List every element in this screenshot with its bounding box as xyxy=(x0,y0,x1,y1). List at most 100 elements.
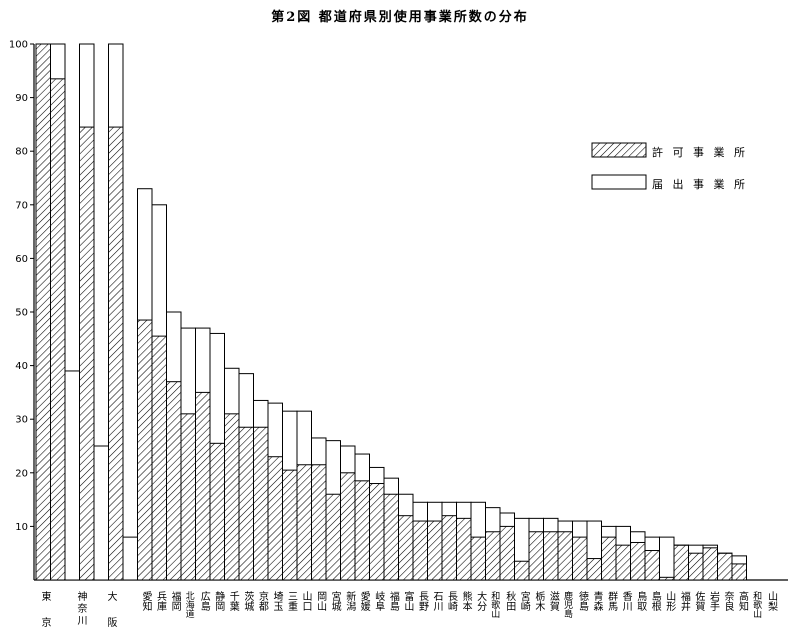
category-label: 岡山 xyxy=(314,591,326,611)
category-label: 和歌山 xyxy=(751,591,762,618)
category-label: 石川 xyxy=(431,591,442,611)
bar-permit xyxy=(325,493,341,581)
category-label: 広島 xyxy=(198,591,210,611)
bar-group xyxy=(151,204,167,581)
y-tick-label: 30 xyxy=(15,415,28,426)
bar-group xyxy=(383,477,399,581)
bar-group xyxy=(282,410,298,581)
bar-permit xyxy=(702,547,718,581)
category-label: 和歌山 xyxy=(489,591,500,618)
bar-group xyxy=(731,555,747,581)
bar-group xyxy=(180,327,196,581)
category-label: 福岡 xyxy=(169,591,181,611)
bar-permit xyxy=(35,43,51,581)
category-label: 青森 xyxy=(591,591,603,611)
bar-notified xyxy=(93,445,109,581)
bar-permit xyxy=(673,544,689,581)
bar-permit xyxy=(137,319,153,581)
bar-group xyxy=(64,370,80,581)
category-label: 愛知 xyxy=(140,591,151,611)
category-label: 茨城 xyxy=(241,591,253,611)
category-label: 佐賀 xyxy=(692,591,704,611)
bar-permit xyxy=(427,520,443,581)
bar-permit xyxy=(238,426,254,581)
category-label: 新潟 xyxy=(343,591,355,611)
y-tick-label: 90 xyxy=(15,93,28,104)
bar-notified xyxy=(64,370,80,581)
category-label: 岩手 xyxy=(707,591,719,611)
category-label: 奈良 xyxy=(722,591,733,611)
category-label: 京都 xyxy=(256,591,268,611)
category-label: 福島 xyxy=(387,591,399,611)
bar-group xyxy=(543,517,559,581)
bar-permit xyxy=(224,413,240,581)
bar-permit xyxy=(383,493,399,581)
category-label: 鹿児島 xyxy=(561,591,572,618)
bar-permit xyxy=(644,550,660,581)
bar-group xyxy=(673,544,689,581)
y-tick-label: 100 xyxy=(9,40,28,51)
category-label: 香川 xyxy=(620,591,632,611)
bar-group xyxy=(499,512,515,581)
bar-group xyxy=(702,544,718,581)
category-label: 山口 xyxy=(300,591,312,611)
bar-group xyxy=(195,327,211,581)
bar-group xyxy=(528,517,544,581)
bar-permit xyxy=(441,515,457,581)
bar-permit xyxy=(688,552,704,581)
bar-group xyxy=(688,544,704,581)
bar-permit xyxy=(528,531,544,581)
bar-permit xyxy=(630,541,646,581)
bar-permit xyxy=(731,563,747,581)
category-label: 栃木 xyxy=(532,591,544,611)
bar-group xyxy=(615,525,631,581)
bar-group xyxy=(456,501,472,581)
category-label: 北海道 xyxy=(183,591,194,618)
bar-group xyxy=(369,466,385,581)
category-label: 三重 xyxy=(285,591,297,611)
category-label: 千葉 xyxy=(227,591,239,611)
category-label: 山形 xyxy=(663,591,675,611)
bar-permit xyxy=(398,515,414,581)
bar-permit xyxy=(340,472,356,581)
bar-group xyxy=(253,399,269,581)
category-label: 静岡 xyxy=(212,591,224,611)
legend-swatch-permit xyxy=(591,142,647,158)
category-label: 鳥取 xyxy=(634,591,646,611)
bar-group xyxy=(267,402,283,581)
bar-permit xyxy=(485,531,501,581)
bar-group xyxy=(340,445,356,581)
category-label: 大分 xyxy=(474,591,486,611)
category-label: 大阪 xyxy=(105,591,116,643)
bar-permit xyxy=(572,536,588,581)
bar-group xyxy=(166,311,182,581)
bar-permit xyxy=(180,413,196,581)
y-tick-label: 40 xyxy=(15,361,28,372)
bar-group xyxy=(572,520,588,581)
bar-group xyxy=(296,410,312,581)
y-tick-label: 70 xyxy=(15,200,28,211)
bar-notified xyxy=(122,536,138,581)
bar-permit xyxy=(717,552,733,581)
bar-permit xyxy=(50,78,66,581)
y-tick-label: 60 xyxy=(15,254,28,265)
category-label: 福井 xyxy=(678,591,690,611)
bar-permit xyxy=(209,442,225,581)
category-label: 群馬 xyxy=(605,591,617,611)
category-label: 秋田 xyxy=(503,591,515,611)
bar-group xyxy=(122,536,138,581)
legend xyxy=(591,142,647,190)
bar-group xyxy=(79,43,95,581)
bar-permit xyxy=(514,560,530,581)
bar-group xyxy=(485,507,501,581)
bar-group xyxy=(601,525,617,581)
bar-permit xyxy=(601,536,617,581)
category-label: 富山 xyxy=(401,591,413,611)
category-label: 長野 xyxy=(416,591,428,611)
bar-permit xyxy=(499,525,515,581)
category-label: 徳島 xyxy=(576,591,588,611)
bar-group xyxy=(354,453,370,581)
bar-permit xyxy=(267,456,283,581)
bar-group xyxy=(311,437,327,581)
